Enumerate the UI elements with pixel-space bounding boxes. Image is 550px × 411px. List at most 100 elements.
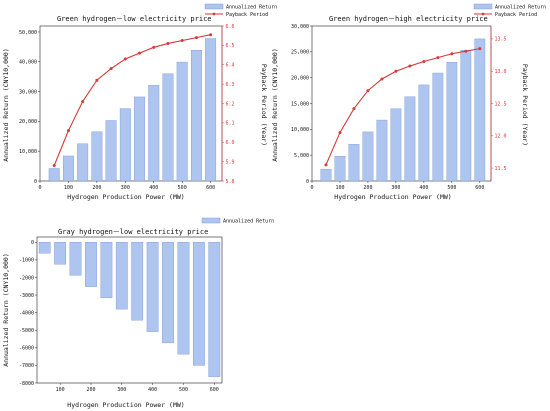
y-tick-label: 20,000 (19, 119, 37, 125)
y2-tick-label: 6.4 (226, 63, 235, 69)
y-tick-label: 0 (306, 179, 309, 185)
x-tick-label: 400 (149, 185, 158, 191)
payback-point (450, 52, 454, 56)
bar (474, 38, 486, 182)
legend-label-return: Annualized Return (226, 5, 277, 11)
y2-tick-label: 13.0 (495, 69, 507, 75)
x-tick-label: 400 (419, 185, 428, 191)
x-tick-label: 500 (178, 185, 187, 191)
x-tick-label: 300 (391, 185, 400, 191)
y-tick-label: -7000 (19, 363, 34, 369)
x-tick-label: 500 (447, 185, 456, 191)
x-tick-label: 300 (117, 387, 126, 393)
x-tick-label: 0 (38, 185, 41, 191)
legend: Annualized Return Payback Period (204, 3, 277, 18)
payback-point (209, 33, 213, 37)
x-tick-label: 300 (121, 185, 130, 191)
y-tick-label: 5,000 (294, 153, 309, 159)
y2-axis-label: Payback Period (Year) (521, 64, 529, 146)
y-tick-label: 10,000 (291, 127, 309, 133)
payback-point (478, 47, 482, 51)
x-tick-label: 100 (56, 387, 65, 393)
y2-axis-label: Payback Period (Year) (260, 64, 268, 146)
payback-point (380, 77, 384, 81)
y2-tick-label: 13.5 (495, 37, 507, 43)
payback-point (394, 69, 398, 73)
bar (69, 242, 82, 276)
y-tick-label: -2000 (19, 275, 34, 281)
bar (148, 85, 160, 182)
x-tick-label: 200 (92, 185, 101, 191)
bar (446, 61, 458, 182)
bar (48, 168, 60, 182)
legend: Annualized Return (201, 217, 274, 225)
bar (390, 108, 402, 182)
payback-point (52, 164, 56, 167)
bar (320, 168, 332, 182)
payback-point (180, 39, 184, 43)
y-tick-label: -4000 (19, 310, 34, 316)
x-tick-label: 600 (475, 185, 484, 191)
legend-swatch-marker (212, 12, 216, 16)
payback-point (408, 64, 412, 68)
y-tick-label: 0 (31, 240, 34, 246)
y-tick-label: -3000 (19, 293, 34, 299)
bar (115, 242, 128, 310)
bar (134, 96, 145, 182)
payback-point (95, 78, 99, 82)
x-tick-label: 200 (363, 185, 372, 191)
payback-point (338, 131, 342, 135)
bar (192, 242, 205, 366)
bar (362, 131, 374, 182)
payback-point (166, 41, 170, 45)
bar (54, 242, 67, 265)
bar (176, 61, 188, 182)
y-tick-label: 20,000 (291, 75, 309, 81)
chart-gray-low: Gray hydrogen－low electricity price Hydr… (2, 217, 274, 409)
bar (91, 131, 103, 182)
bar (63, 155, 74, 182)
payback-point (152, 45, 156, 49)
bar (105, 120, 117, 182)
x-axis-label: Hydrogen Production Power (MW) (67, 401, 184, 409)
bar (162, 242, 174, 344)
chart-green-high: Green hydrogen－high electricity price Hy… (271, 3, 546, 201)
chart-title: Green hydrogen－high electricity price (329, 15, 488, 23)
legend-label-return: Annualized Return (495, 5, 546, 11)
x-tick-label: 500 (179, 387, 188, 393)
bar (85, 242, 97, 287)
payback-point (194, 36, 198, 40)
payback-line (53, 34, 211, 166)
y2-tick-label: 6.1 (226, 121, 235, 127)
y2-tick-label: 5.8 (226, 179, 235, 185)
bar (100, 242, 113, 299)
bar (208, 242, 221, 377)
payback-point (352, 107, 356, 111)
bar (77, 143, 89, 182)
legend: Annualized Return Payback Period (473, 3, 546, 18)
bar (146, 242, 159, 332)
chart-title: Gray hydrogen－low electricity price (58, 228, 208, 236)
payback-point (109, 67, 113, 71)
legend-swatch-marker (481, 12, 485, 16)
y-tick-label: -6000 (19, 346, 34, 352)
legend-swatch-bar (204, 3, 224, 10)
y-tick-label: 30,000 (291, 24, 309, 30)
x-tick-label: 600 (206, 185, 215, 191)
y2-tick-label: 12.5 (495, 101, 507, 107)
y-axis-label: Annualized Return (CNY10,000) (2, 48, 10, 162)
x-tick-label: 200 (86, 387, 95, 393)
chart-green-low: Green hydrogen－low electricity price Hyd… (2, 3, 277, 201)
payback-point (81, 100, 85, 104)
bar (38, 242, 51, 254)
y-tick-label: 50,000 (19, 30, 37, 36)
y-tick-label: 10,000 (19, 149, 37, 155)
bar (177, 242, 190, 355)
payback-point (422, 60, 426, 64)
x-axis-label: Hydrogen Production Power (MW) (334, 193, 451, 201)
x-tick-label: 100 (64, 185, 73, 191)
y2-tick-label: 6.0 (226, 140, 235, 146)
y-tick-label: 15,000 (291, 101, 309, 107)
plot-area: 0 -1000 -2000 -3000 -4000 -5000 -6000 -7000 -800… (19, 236, 223, 393)
bar (460, 50, 472, 182)
